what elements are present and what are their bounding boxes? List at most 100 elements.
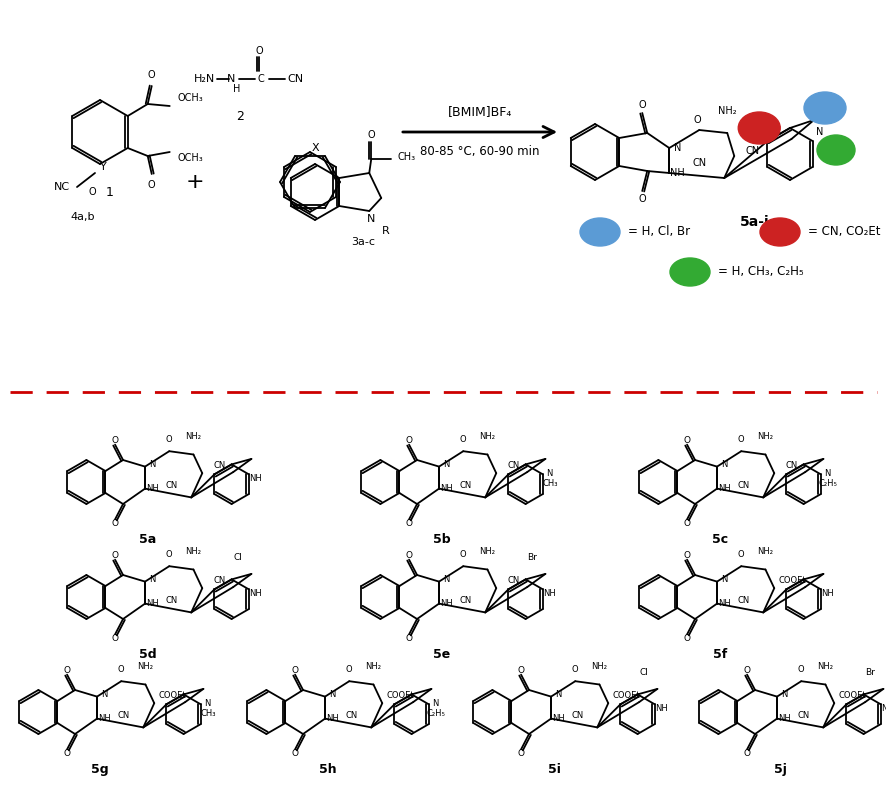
Text: Cl: Cl — [234, 553, 243, 562]
Text: O: O — [517, 749, 524, 758]
Text: O: O — [693, 115, 700, 125]
Text: O: O — [112, 436, 119, 444]
Text: O: O — [683, 520, 690, 528]
Text: O: O — [166, 435, 173, 444]
Text: NH: NH — [655, 704, 667, 714]
Text: N: N — [149, 575, 155, 584]
Text: O: O — [571, 664, 578, 674]
Text: R: R — [382, 226, 390, 236]
Text: O: O — [405, 634, 412, 643]
Text: NH: NH — [145, 599, 159, 608]
Text: CN: CN — [117, 710, 129, 720]
Text: Br: Br — [864, 668, 874, 677]
Text: O: O — [517, 666, 524, 675]
Text: H₂N: H₂N — [193, 74, 214, 84]
Text: Y: Y — [99, 162, 106, 172]
Text: 5f: 5f — [712, 648, 727, 661]
Ellipse shape — [759, 218, 799, 246]
Text: N: N — [367, 214, 375, 224]
Text: 5e: 5e — [433, 648, 450, 661]
Text: 5d: 5d — [139, 648, 157, 661]
Text: CN: CN — [345, 710, 357, 720]
Text: CN: CN — [736, 596, 749, 605]
Text: COOEt: COOEt — [158, 691, 185, 699]
Text: N: N — [780, 690, 787, 699]
Text: +: + — [185, 172, 204, 192]
Text: 3a-c: 3a-c — [351, 237, 375, 247]
Text: N: N — [442, 460, 448, 469]
Text: O: O — [112, 550, 119, 560]
Text: NH: NH — [439, 484, 452, 493]
Text: X: X — [820, 101, 829, 115]
Text: N: N — [720, 460, 727, 469]
Ellipse shape — [669, 258, 709, 286]
Text: NH₂: NH₂ — [479, 547, 495, 556]
Text: NH: NH — [820, 589, 833, 598]
Text: O: O — [460, 435, 466, 444]
Text: 5b: 5b — [432, 533, 450, 546]
Text: CN: CN — [459, 596, 471, 605]
Text: O: O — [64, 749, 71, 758]
Text: NH: NH — [97, 714, 110, 723]
Text: N: N — [329, 690, 335, 699]
Text: N
CH₃: N CH₃ — [200, 699, 215, 718]
Text: NH: NH — [717, 599, 729, 608]
Text: = H, CH₃, C₂H₅: = H, CH₃, C₂H₅ — [717, 265, 803, 279]
Text: NH₂: NH₂ — [757, 547, 773, 556]
Ellipse shape — [737, 112, 780, 144]
Text: O: O — [346, 664, 352, 674]
Text: O: O — [291, 749, 299, 758]
Text: N: N — [101, 690, 107, 699]
Text: NH₂: NH₂ — [137, 662, 153, 671]
Text: N: N — [555, 690, 561, 699]
Text: 80-85 °C, 60-90 min: 80-85 °C, 60-90 min — [420, 146, 540, 158]
Text: R: R — [684, 265, 694, 279]
Text: CN: CN — [797, 710, 809, 720]
Text: N: N — [149, 460, 155, 469]
Text: O: O — [64, 666, 71, 675]
Text: NH: NH — [717, 484, 729, 493]
Text: 4a,b: 4a,b — [71, 212, 95, 222]
Text: [BMIM]BF₄: [BMIM]BF₄ — [447, 105, 511, 119]
Text: COOEt: COOEt — [385, 691, 413, 699]
Text: NH₂: NH₂ — [185, 432, 201, 441]
Text: CN: CN — [507, 461, 519, 470]
Ellipse shape — [803, 92, 845, 124]
Text: O: O — [797, 664, 804, 674]
Text: NH₂: NH₂ — [591, 662, 607, 671]
Text: Cl: Cl — [639, 668, 648, 677]
Text: 1: 1 — [106, 185, 113, 199]
Text: NH₂: NH₂ — [717, 106, 735, 116]
Text: O: O — [255, 46, 262, 56]
Text: O: O — [683, 436, 690, 444]
Text: N
CH₃: N CH₃ — [541, 469, 557, 489]
Ellipse shape — [579, 218, 619, 246]
Text: Y: Y — [754, 121, 763, 135]
Text: N: N — [815, 127, 823, 137]
Text: O: O — [405, 550, 412, 560]
Text: NH₂: NH₂ — [757, 432, 773, 441]
Text: N
C₂H₅: N C₂H₅ — [426, 699, 445, 718]
Text: NH₂: NH₂ — [185, 547, 201, 556]
Text: COOEt: COOEt — [611, 691, 639, 699]
Text: 5g: 5g — [91, 763, 109, 775]
Text: NH: NH — [543, 589, 556, 598]
Text: = CN, CO₂Et: = CN, CO₂Et — [807, 226, 880, 238]
Text: O: O — [112, 634, 119, 643]
Text: NH: NH — [249, 474, 262, 483]
Text: CN: CN — [785, 461, 797, 470]
Text: C: C — [257, 74, 264, 84]
Text: N: N — [720, 575, 727, 584]
Text: O: O — [742, 666, 750, 675]
Text: NH: NH — [325, 714, 338, 723]
Text: 2: 2 — [236, 111, 244, 124]
Text: O: O — [291, 666, 299, 675]
Text: NH₂: NH₂ — [479, 432, 495, 441]
Text: O: O — [683, 550, 690, 560]
Text: CH₃: CH₃ — [397, 152, 415, 162]
Text: O: O — [638, 194, 645, 204]
Text: O: O — [148, 70, 155, 80]
Text: R: R — [830, 143, 840, 157]
Text: 5i: 5i — [547, 763, 560, 775]
Text: O: O — [148, 180, 155, 190]
